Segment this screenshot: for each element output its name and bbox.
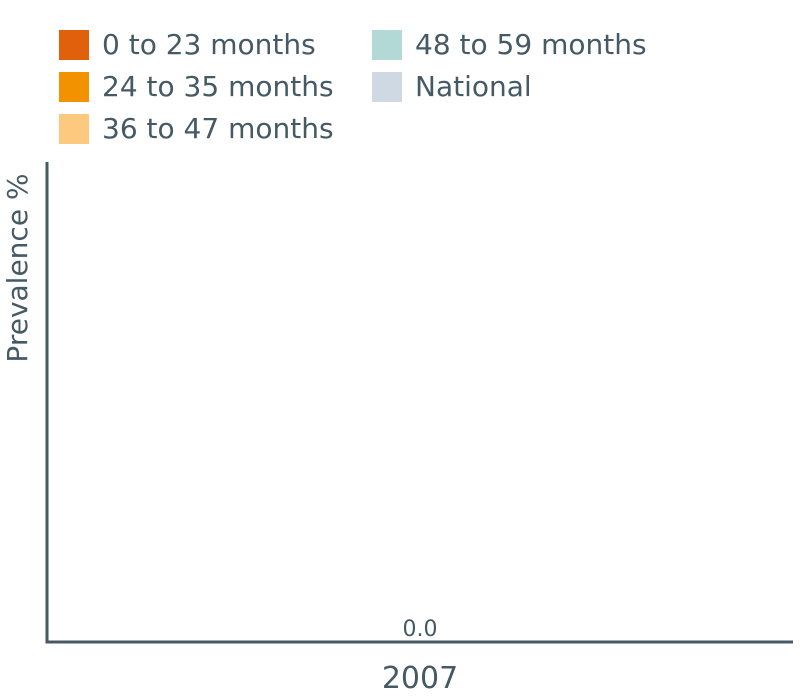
x-tick-label: 2007 bbox=[382, 661, 458, 696]
legend-item-36-to-47-months: 36 to 47 months bbox=[59, 108, 372, 150]
legend-label: 24 to 35 months bbox=[102, 70, 334, 103]
legend-label: 36 to 47 months bbox=[102, 112, 334, 145]
legend-swatch bbox=[372, 72, 402, 102]
legend-label: 0 to 23 months bbox=[102, 28, 316, 61]
legend-item-48-to-59-months: 48 to 59 months bbox=[372, 24, 692, 66]
y-axis-label: Prevalence % bbox=[1, 173, 34, 362]
legend-item-0-to-23-months: 0 to 23 months bbox=[59, 24, 372, 66]
legend-item-24-to-35-months: 24 to 35 months bbox=[59, 66, 372, 108]
legend-label: National bbox=[415, 70, 532, 103]
legend-swatch bbox=[59, 30, 89, 60]
legend-swatch bbox=[372, 30, 402, 60]
legend-swatch bbox=[59, 72, 89, 102]
legend-label: 48 to 59 months bbox=[415, 28, 647, 61]
legend-swatch bbox=[59, 114, 89, 144]
legend-item-national: National bbox=[372, 66, 692, 108]
legend: 0 to 23 months 48 to 59 months 24 to 35 … bbox=[59, 24, 692, 150]
data-label: 0.0 bbox=[403, 617, 438, 642]
data-labels-group: 0.0 bbox=[403, 617, 438, 642]
x-ticks-group: 2007 bbox=[382, 661, 458, 696]
